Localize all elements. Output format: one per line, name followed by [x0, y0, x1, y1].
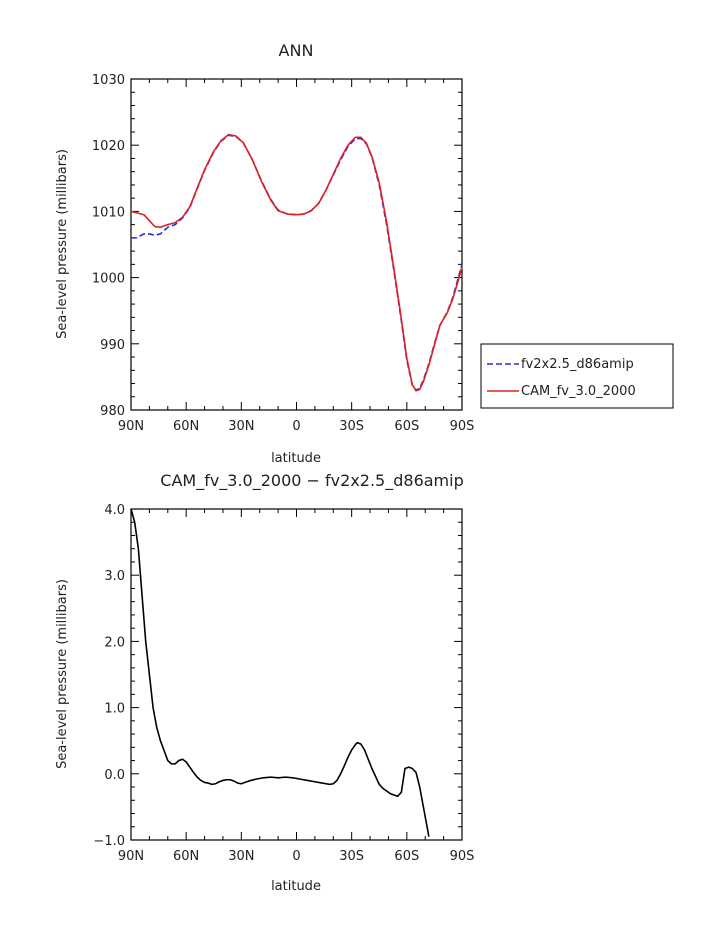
chart-top-x-tick-label: 30S: [339, 419, 364, 434]
chart-top-y-label: Sea-level pressure (millibars): [55, 149, 70, 339]
chart-bottom-series: [130, 508, 430, 837]
chart-bottom-x-label: latitude: [271, 879, 321, 894]
chart-bottom-y-tick-label: 1.0: [104, 702, 125, 717]
chart-top-x-label: latitude: [271, 451, 321, 466]
chart-bottom-y-label: Sea-level pressure (millibars): [55, 579, 70, 769]
chart-top-y-tick-label: 990: [100, 338, 125, 353]
chart-top-x-tick-label: 90N: [118, 419, 144, 434]
chart-top-x-tick-label: 30N: [228, 419, 254, 434]
chart-top-series: [130, 133, 463, 392]
chart-top-title: ANN: [279, 41, 314, 60]
chart-top-y-axis: 980 990 1000 1010 1020 1030: [92, 73, 462, 419]
legend-label-series-1: fv2x2.5_d86amip: [521, 357, 634, 372]
chart-top-y-tick-label: 980: [100, 404, 125, 419]
chart-bottom-x-axis: 90N 60N 30N 0 30S 60S 90S: [118, 509, 475, 864]
chart-bottom-x-tick-label: 60N: [173, 849, 199, 864]
legend-label-series-2: CAM_fv_3.0_2000: [521, 384, 636, 399]
chart-bottom-y-tick-label: 3.0: [104, 569, 125, 584]
chart-bottom-x-tick-label: 60S: [394, 849, 419, 864]
chart-bottom-x-tick-label: 0: [292, 849, 300, 864]
chart-bottom: CAM_fv_3.0_2000 − fv2x2.5_d86amip 90N 60N…: [55, 471, 474, 894]
chart-top-x-tick-label: 60S: [394, 419, 419, 434]
chart-bottom-y-tick-label: 0.0: [104, 768, 125, 783]
legend-box: [480, 343, 674, 409]
chart-top-x-tick-label: 60N: [173, 419, 199, 434]
chart-top-plot-frame: [130, 78, 463, 411]
chart-bottom-y-axis: −1.0 0.0 1.0 2.0 3.0 4.0: [93, 503, 462, 849]
chart-bottom-x-tick-label: 30S: [339, 849, 364, 864]
chart-top-series-2-line: [130, 133, 463, 392]
chart-bottom-x-tick-label: 30N: [228, 849, 254, 864]
chart-top-series-1-line: [131, 134, 463, 391]
chart-top-x-tick-label: 0: [292, 419, 300, 434]
chart-top-y-tick-label: 1030: [92, 73, 125, 88]
chart-bottom-x-tick-label: 90N: [118, 849, 144, 864]
chart-top-y-tick-label: 1010: [92, 205, 125, 220]
chart-top-y-tick-label: 1000: [92, 272, 125, 287]
chart-bottom-y-tick-label: 2.0: [104, 635, 125, 650]
chart-top: ANN 90N 60N 30N 0 30S 60S 90S 980 990 1000 1010 10…: [55, 41, 674, 466]
chart-bottom-x-tick-label: 90S: [450, 849, 475, 864]
chart-bottom-y-tick-label: 4.0: [104, 503, 125, 518]
chart-top-legend: fv2x2.5_d86amip CAM_fv_3.0_2000: [480, 343, 674, 409]
chart-bottom-title: CAM_fv_3.0_2000 − fv2x2.5_d86amip: [160, 471, 463, 491]
chart-top-x-tick-label: 90S: [450, 419, 475, 434]
chart-bottom-y-tick-label: −1.0: [93, 834, 125, 849]
chart-bottom-series-1-line: [130, 508, 430, 837]
chart-top-x-axis: 90N 60N 30N 0 30S 60S 90S: [118, 79, 475, 434]
chart-top-y-tick-label: 1020: [92, 139, 125, 154]
chart-bottom-plot-frame: [130, 508, 463, 841]
